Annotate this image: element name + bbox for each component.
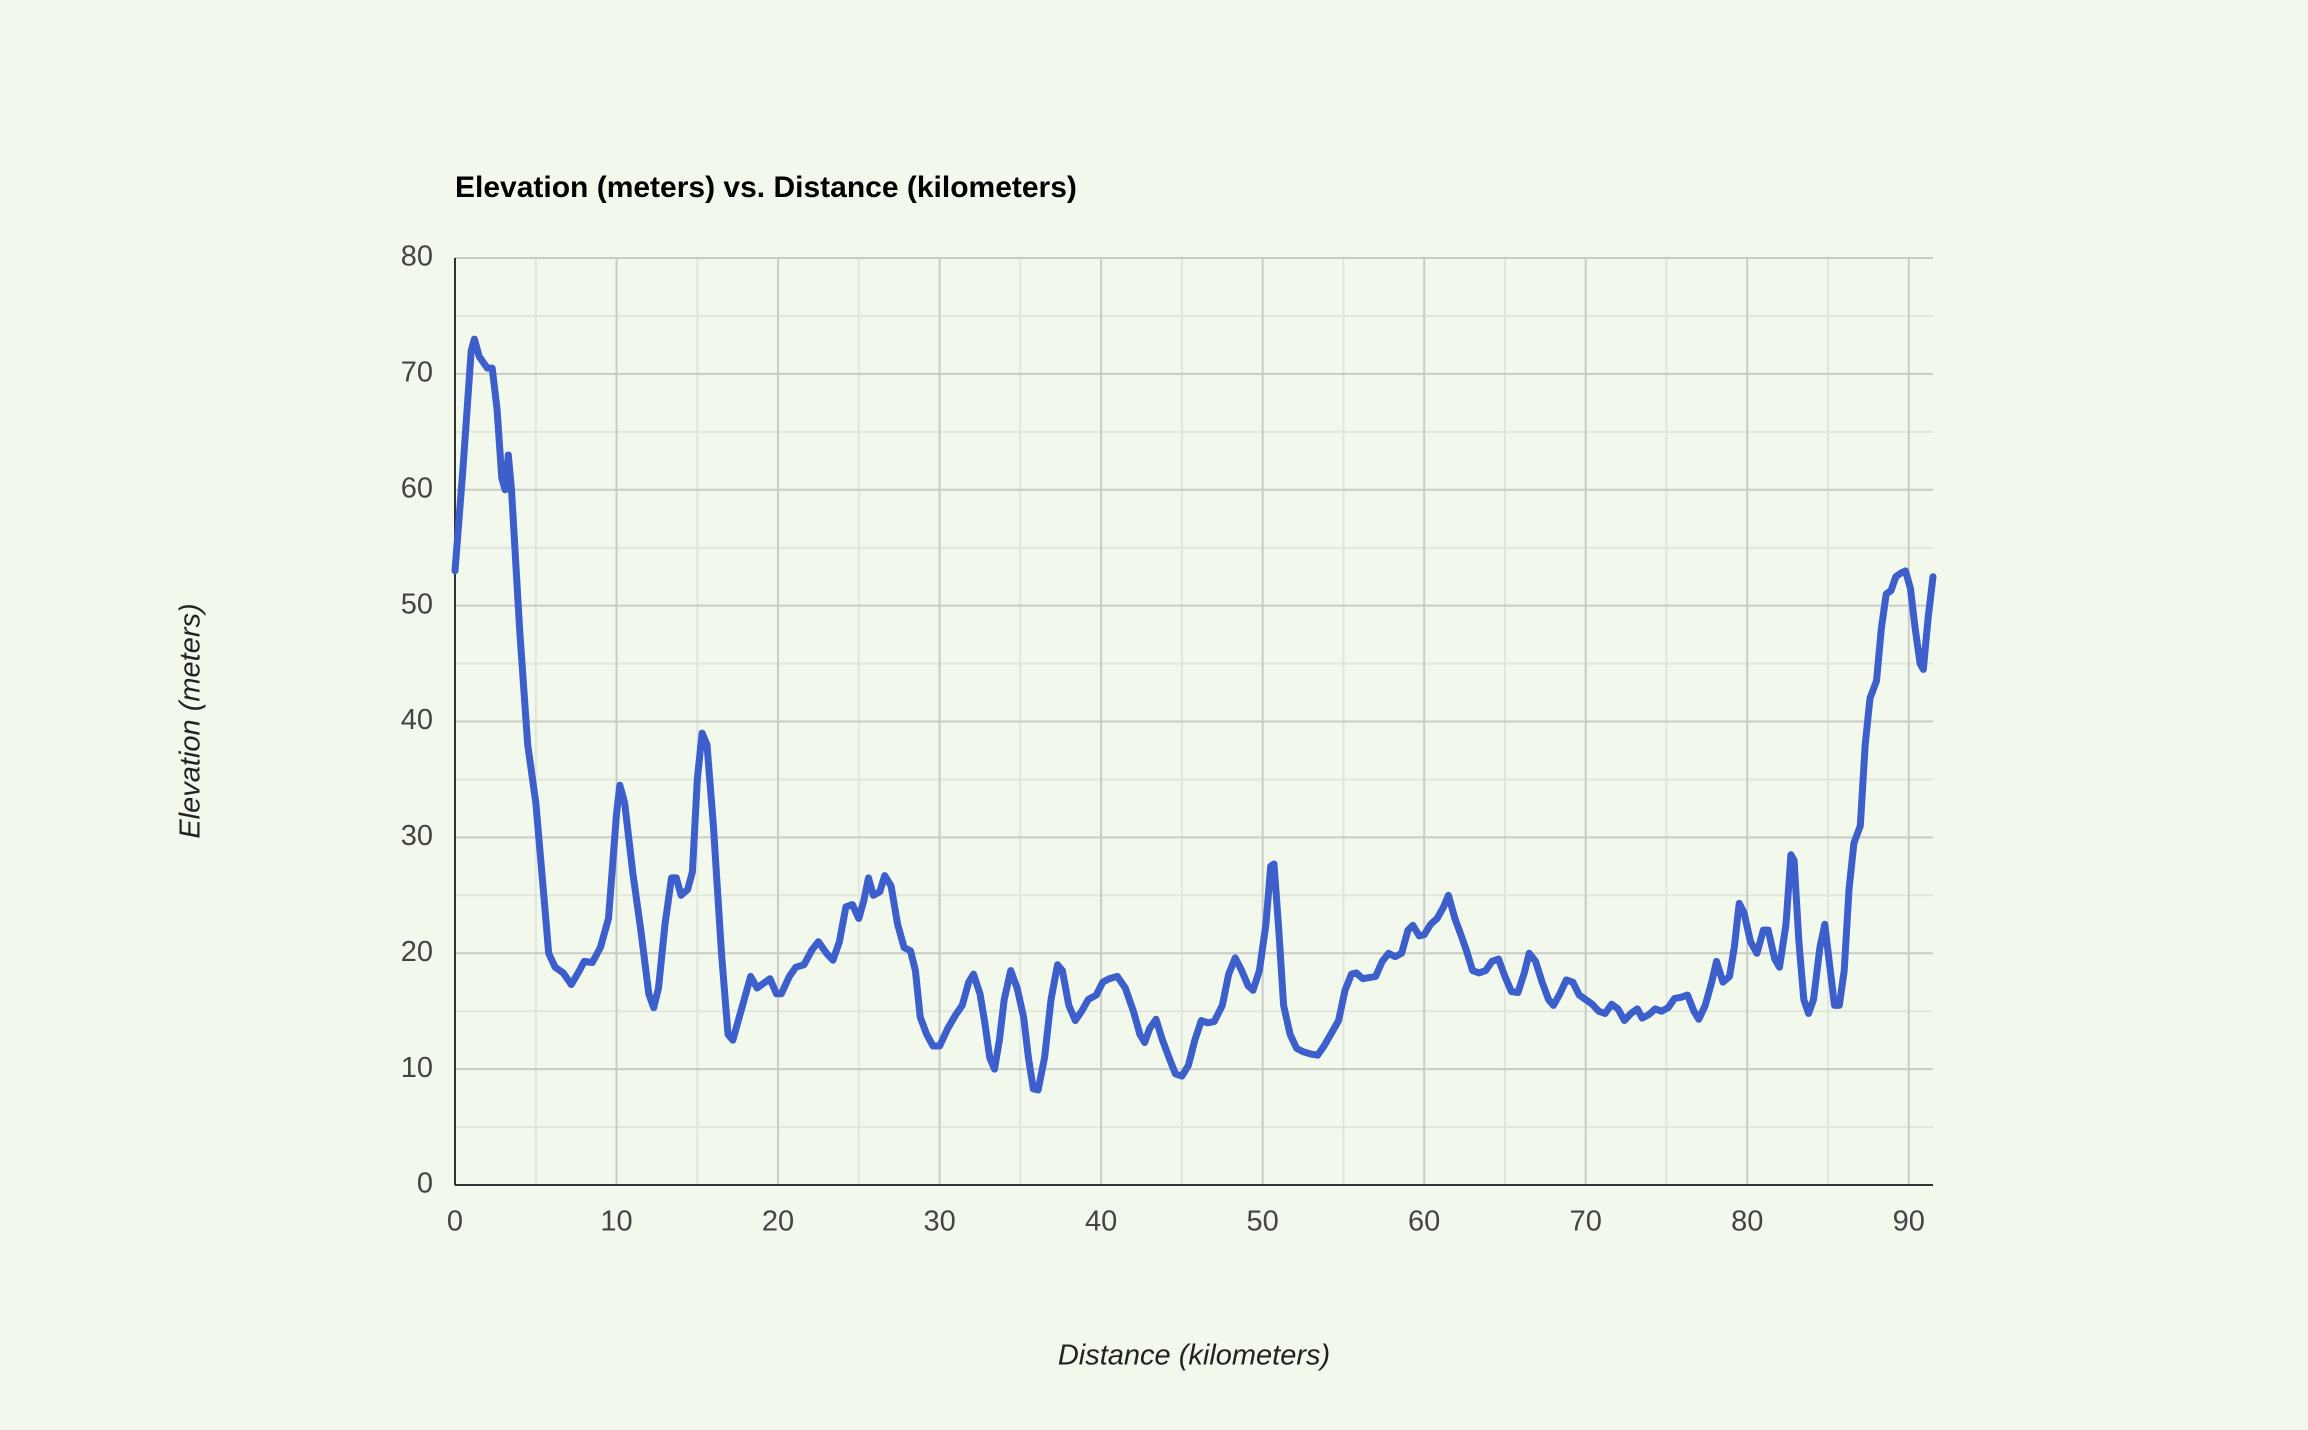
x-tick-label: 60: [1408, 1206, 1440, 1238]
x-tick-label: 20: [762, 1206, 794, 1238]
y-tick-label: 60: [401, 472, 433, 504]
line-series: [451, 335, 1937, 1094]
x-tick-label: 30: [923, 1206, 955, 1238]
x-tick-label: 10: [600, 1206, 632, 1238]
x-tick-label: 50: [1247, 1206, 1279, 1238]
y-tick-label: 40: [401, 704, 433, 736]
y-tick-label: 10: [401, 1052, 433, 1084]
x-tick-label: 40: [1085, 1206, 1117, 1238]
y-tick-label: 50: [401, 588, 433, 620]
y-axis-title: Elevation (meters): [175, 603, 207, 838]
y-tick-label: 20: [401, 936, 433, 968]
y-tick-label: 80: [401, 241, 433, 273]
x-tick-label: 70: [1570, 1206, 1602, 1238]
x-tick-label: 90: [1893, 1206, 1925, 1238]
y-tick-label: 30: [401, 820, 433, 852]
chart-title: Elevation (meters) vs. Distance (kilomet…: [455, 171, 1077, 204]
y-tick-label: 0: [417, 1168, 433, 1200]
x-axis-title: Distance (kilometers): [1058, 1340, 1330, 1372]
x-tick-label: 0: [447, 1206, 463, 1238]
y-tick-label: 70: [401, 357, 433, 389]
x-tick-label: 80: [1731, 1206, 1763, 1238]
